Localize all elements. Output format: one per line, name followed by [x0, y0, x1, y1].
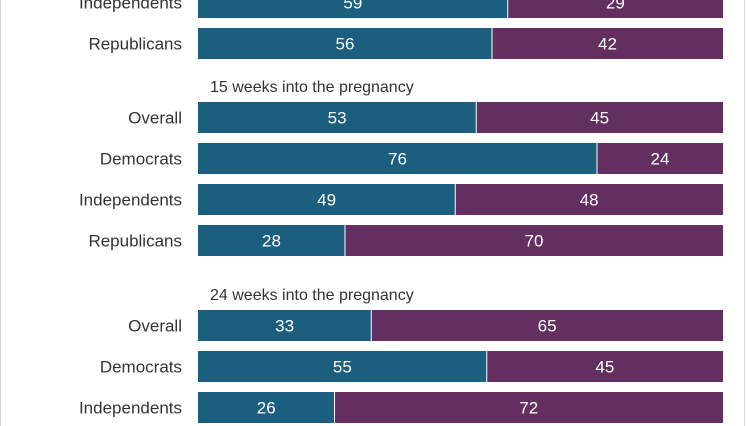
data-label-second: 65	[538, 317, 557, 336]
data-label-first: 28	[262, 232, 281, 251]
bar-segment-second	[334, 392, 723, 423]
bar-segment-second	[476, 102, 723, 133]
data-label-second: 70	[525, 232, 544, 251]
row-label: Overall	[128, 109, 182, 128]
row-label: Overall	[128, 317, 182, 336]
row-label: Republicans	[88, 35, 182, 54]
bar-segment-second	[597, 143, 723, 174]
data-label-second: 48	[580, 191, 599, 210]
bar-segment-second	[507, 0, 723, 18]
bar-segment-second	[492, 28, 723, 59]
bar-segment-second	[486, 351, 723, 382]
data-label-first: 33	[275, 317, 294, 336]
bar-segment-first	[198, 310, 372, 341]
group-title: 15 weeks into the pregnancy	[210, 79, 414, 96]
bar-segment-first	[198, 28, 492, 59]
bar-segment-first	[198, 392, 335, 423]
data-label-first: 55	[333, 358, 352, 377]
data-label-second: 45	[595, 358, 614, 377]
data-label-first: 53	[328, 109, 347, 128]
bar-segment-first	[198, 0, 508, 18]
data-label-second: 42	[598, 35, 617, 54]
data-label-first: 56	[336, 35, 355, 54]
data-label-first: 76	[388, 150, 407, 169]
bar-segment-first	[198, 184, 456, 215]
group-title: 24 weeks into the pregnancy	[210, 287, 414, 304]
data-label-second: 29	[606, 0, 625, 13]
row-label: Independents	[79, 191, 182, 210]
bar-segment-second	[345, 225, 723, 256]
data-label-second: 45	[590, 109, 609, 128]
row-label: Republicans	[88, 232, 182, 251]
row-label: Independents	[79, 0, 182, 13]
bar-segment-first	[198, 102, 477, 133]
bar-segment-first	[198, 143, 597, 174]
bar-segment-first	[198, 351, 487, 382]
bar-segment-second	[371, 310, 723, 341]
bar-segment-second	[455, 184, 723, 215]
row-label: Independents	[79, 399, 182, 418]
data-label-first: 26	[257, 399, 276, 418]
data-label-first: 59	[343, 0, 362, 13]
row-label: Democrats	[100, 358, 182, 377]
data-label-second: 24	[651, 150, 670, 169]
data-label-first: 49	[317, 191, 336, 210]
bar-segment-first	[198, 225, 345, 256]
data-label-second: 72	[519, 399, 538, 418]
row-label: Democrats	[100, 150, 182, 169]
